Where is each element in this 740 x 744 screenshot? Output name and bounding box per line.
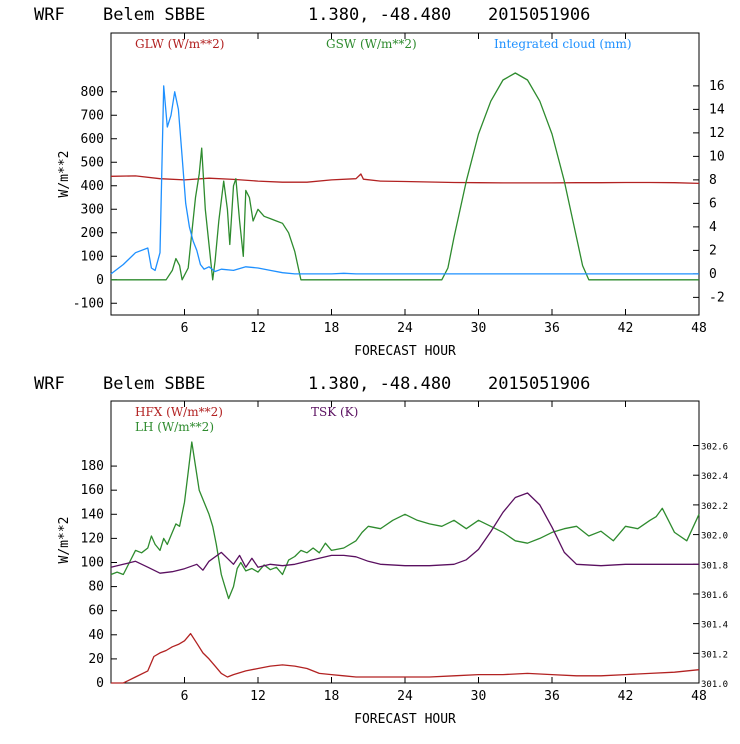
y-tick-label: 500 bbox=[81, 155, 104, 170]
x-tick-label: 6 bbox=[181, 321, 189, 336]
x-tick-label: 30 bbox=[471, 689, 487, 704]
y2-tick-label: 301.4 bbox=[701, 621, 728, 631]
x-tick-label: 48 bbox=[691, 689, 707, 704]
y-tick-label: 160 bbox=[81, 483, 104, 498]
y-tick-labels: -100 0 100 200 300 400 500 600 700 800 bbox=[73, 85, 117, 311]
x-tick-label: 24 bbox=[397, 689, 413, 704]
x-tick-label: 48 bbox=[691, 321, 707, 336]
y2-tick-labels: 301.0 301.2 301.4 301.6 301.8 302.0 302.2 302.4… bbox=[693, 443, 728, 690]
panel-1: WRF Belem SBBE 1.380, -48.480 2015051906… bbox=[34, 5, 725, 359]
series-lines bbox=[110, 72, 700, 281]
y2-tick-label: 6 bbox=[709, 196, 717, 211]
y2-tick-label: 301.6 bbox=[701, 591, 728, 601]
y-tick-label: 120 bbox=[81, 531, 104, 546]
series-line bbox=[110, 441, 700, 600]
x-tick-label: 12 bbox=[250, 689, 266, 704]
plot-frame bbox=[110, 400, 700, 684]
y-tick-label: 80 bbox=[88, 580, 104, 595]
legend-gsw: GSW (W/m**2) bbox=[326, 37, 417, 51]
x-tick-label: 18 bbox=[324, 321, 340, 336]
y-axis-label: W/m**2 bbox=[57, 517, 72, 564]
series-line bbox=[111, 632, 700, 684]
y-tick-label: 700 bbox=[81, 108, 104, 123]
y2-tick-label: -2 bbox=[709, 290, 725, 305]
header-init: 2015051906 bbox=[488, 374, 590, 394]
x-axis-label: FORECAST HOUR bbox=[354, 712, 456, 727]
y2-tick-label: 10 bbox=[709, 149, 725, 164]
y-tick-label: -100 bbox=[73, 296, 104, 311]
y-tick-label: 800 bbox=[81, 85, 104, 100]
series-line bbox=[111, 72, 699, 281]
x-tick-label: 42 bbox=[618, 321, 634, 336]
y-axis-label: W/m**2 bbox=[57, 151, 72, 198]
x-tick-label: 18 bbox=[324, 689, 340, 704]
y2-tick-label: 302.2 bbox=[701, 502, 728, 512]
panel-2: WRF Belem SBBE 1.380, -48.480 2015051906… bbox=[34, 374, 728, 727]
x-tick-label: 36 bbox=[544, 321, 560, 336]
y-tick-label: 60 bbox=[88, 604, 104, 619]
y-tick-label: 200 bbox=[81, 226, 104, 241]
header-coords: 1.380, -48.480 bbox=[308, 374, 451, 394]
header-coords: 1.380, -48.480 bbox=[308, 5, 451, 25]
y-tick-labels: 0 20 40 60 80 100 120 140 160 180 bbox=[81, 459, 117, 691]
x-tick-label: 30 bbox=[471, 321, 487, 336]
y2-tick-label: 14 bbox=[709, 102, 725, 117]
legend-hfx: HFX (W/m**2) bbox=[135, 405, 223, 419]
y-tick-label: 100 bbox=[81, 249, 104, 264]
header-init: 2015051906 bbox=[488, 5, 590, 25]
y2-tick-label: 16 bbox=[709, 79, 725, 94]
y2-tick-label: 12 bbox=[709, 126, 725, 141]
legend-tsk: TSK (K) bbox=[311, 405, 358, 419]
y-tick-label: 0 bbox=[96, 676, 104, 691]
y-tick-label: 100 bbox=[81, 555, 104, 570]
y-tick-label: 400 bbox=[81, 179, 104, 194]
header-station: Belem SBBE bbox=[103, 5, 205, 25]
x-axis-label: FORECAST HOUR bbox=[354, 344, 456, 359]
x-tick-label: 12 bbox=[250, 321, 266, 336]
legend-glw: GLW (W/m**2) bbox=[135, 37, 224, 51]
series-line bbox=[110, 173, 700, 185]
y-tick-label: 300 bbox=[81, 202, 104, 217]
series-line bbox=[110, 85, 699, 275]
y2-tick-label: 0 bbox=[709, 267, 717, 282]
legend-cloud: Integrated cloud (mm) bbox=[494, 37, 632, 51]
x-tick-label: 36 bbox=[544, 689, 560, 704]
y2-tick-label: 301.8 bbox=[701, 561, 728, 571]
y2-tick-label: 2 bbox=[709, 243, 717, 258]
y2-tick-label: 301.0 bbox=[701, 680, 728, 690]
header-model: WRF bbox=[34, 5, 65, 25]
y2-tick-label: 302.4 bbox=[701, 472, 728, 482]
y2-tick-label: 4 bbox=[709, 220, 717, 235]
header-model: WRF bbox=[34, 374, 65, 394]
y-tick-label: 140 bbox=[81, 507, 104, 522]
y-tick-label: 40 bbox=[88, 628, 104, 643]
header-station: Belem SBBE bbox=[103, 374, 205, 394]
y2-tick-labels: -2 0 2 4 6 8 10 12 14 16 bbox=[693, 79, 725, 305]
y-tick-label: 20 bbox=[88, 652, 104, 667]
x-tick-labels: 6 12 18 24 30 36 42 48 bbox=[181, 401, 707, 704]
y2-tick-label: 302.6 bbox=[701, 443, 728, 453]
y2-tick-label: 302.0 bbox=[701, 532, 728, 542]
x-tick-label: 6 bbox=[181, 689, 189, 704]
x-tick-label: 42 bbox=[618, 689, 634, 704]
x-tick-label: 24 bbox=[397, 321, 413, 336]
y-tick-label: 600 bbox=[81, 132, 104, 147]
series-lines bbox=[110, 441, 700, 684]
legend-lh: LH (W/m**2) bbox=[135, 420, 214, 434]
y-tick-label: 180 bbox=[81, 459, 104, 474]
x-tick-labels: 6 12 18 24 30 36 42 48 bbox=[181, 33, 707, 336]
y-tick-label: 0 bbox=[96, 273, 104, 288]
y2-tick-label: 8 bbox=[709, 173, 717, 188]
y2-tick-label: 301.2 bbox=[701, 650, 728, 660]
series-line bbox=[110, 492, 699, 574]
